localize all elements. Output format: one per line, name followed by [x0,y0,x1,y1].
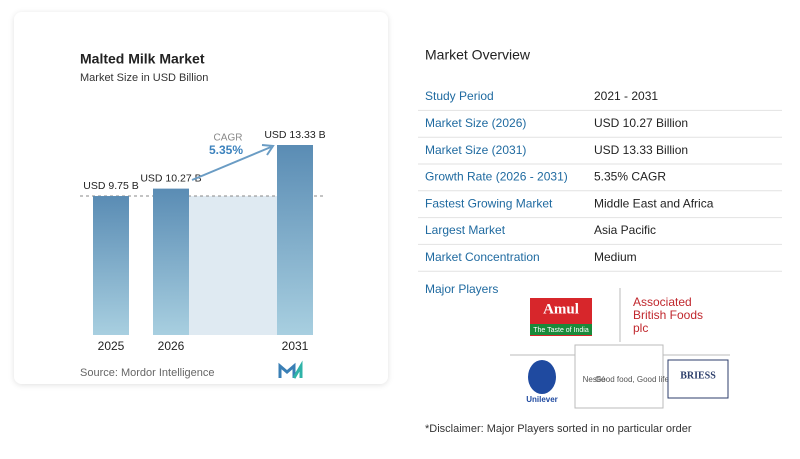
row-label: Market Concentration [425,250,540,264]
cagr-value: 5.35% [209,143,243,157]
chart-subtitle: Market Size in USD Billion [80,72,208,84]
row-label: Largest Market [425,223,506,237]
logo-text: Amul [543,301,579,317]
x-tick-label: 2026 [158,339,185,353]
amul-strip [530,324,592,335]
logo-text: Unilever [526,395,558,404]
unilever-logo [528,360,556,394]
row-label: Fastest Growing Market [425,196,553,210]
cagr-arrow [191,146,272,181]
value-label: USD 10.27 B [140,172,201,184]
disclaimer: *Disclaimer: Major Players sorted in no … [425,423,692,435]
cagr-label: CAGR [214,133,243,144]
source: Source: Mordor Intelligence [80,367,215,379]
logo-frame [510,288,730,409]
brand-logo [278,360,303,379]
row-value: USD 10.27 Billion [594,116,688,130]
row-value: 5.35% CAGR [594,170,666,184]
briess-logo [667,359,729,399]
logo-text: The Taste of India [533,327,589,334]
logo-text: Associated [633,295,692,309]
row-value: Middle East and Africa [594,196,714,210]
value-label: USD 9.75 B [83,180,138,192]
chart-title: Malted Milk Market [80,51,205,67]
logo-text: British Foods [633,308,703,322]
x-tick-label: 2031 [282,339,309,353]
row-value: Medium [594,250,637,264]
cagr-arrowhead [261,144,275,156]
row-label: Market Size (2026) [425,116,526,130]
overview-title: Market Overview [425,47,531,63]
row-label: Growth Rate (2026 - 2031) [425,170,568,184]
row-label: Market Size (2031) [425,143,526,157]
row-value: 2021 - 2031 [594,89,658,103]
row-value: Asia Pacific [594,223,656,237]
value-label: USD 13.33 B [264,129,325,141]
players-title: Major Players [425,282,498,296]
logo-text: Nestlé [583,375,606,384]
row-value: USD 13.33 Billion [594,143,688,157]
logo-text: BRIESS [680,370,716,381]
x-tick-label: 2025 [98,339,125,353]
bar [277,145,313,335]
logo-text: plc [633,321,648,335]
bar [93,196,129,335]
logo-text: Good food, Good life [595,375,669,384]
row-label: Study Period [425,89,494,103]
bar [153,188,189,335]
